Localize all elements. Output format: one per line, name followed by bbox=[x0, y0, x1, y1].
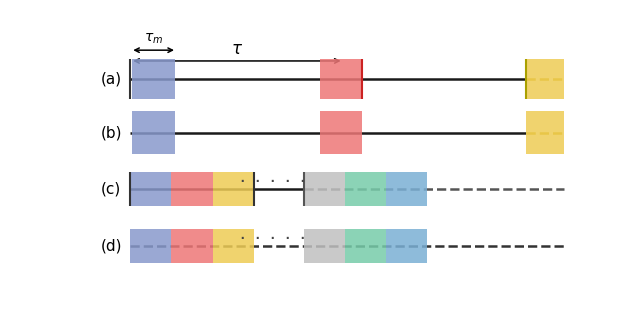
Text: $\tau$: $\tau$ bbox=[231, 40, 243, 58]
Text: (a): (a) bbox=[100, 71, 122, 86]
Bar bbox=[132, 111, 175, 154]
Bar bbox=[386, 229, 428, 263]
Text: (b): (b) bbox=[100, 125, 122, 140]
Bar bbox=[320, 111, 362, 154]
Bar bbox=[131, 172, 172, 206]
Bar bbox=[345, 229, 386, 263]
Bar bbox=[212, 172, 253, 206]
Bar bbox=[386, 172, 428, 206]
Text: . . . . .: . . . . . bbox=[239, 229, 307, 242]
Bar bbox=[304, 229, 345, 263]
Text: . . . . .: . . . . . bbox=[239, 172, 307, 185]
Bar bbox=[172, 229, 212, 263]
Bar bbox=[345, 172, 386, 206]
Text: (d): (d) bbox=[100, 238, 122, 253]
Bar bbox=[131, 229, 172, 263]
Bar bbox=[212, 229, 253, 263]
Bar bbox=[525, 59, 564, 99]
Bar bbox=[304, 172, 345, 206]
Bar bbox=[525, 111, 564, 154]
Text: $\tau_m$: $\tau_m$ bbox=[144, 31, 163, 45]
Bar bbox=[172, 172, 212, 206]
Text: (c): (c) bbox=[101, 181, 121, 196]
Bar bbox=[132, 59, 175, 99]
Bar bbox=[320, 59, 362, 99]
